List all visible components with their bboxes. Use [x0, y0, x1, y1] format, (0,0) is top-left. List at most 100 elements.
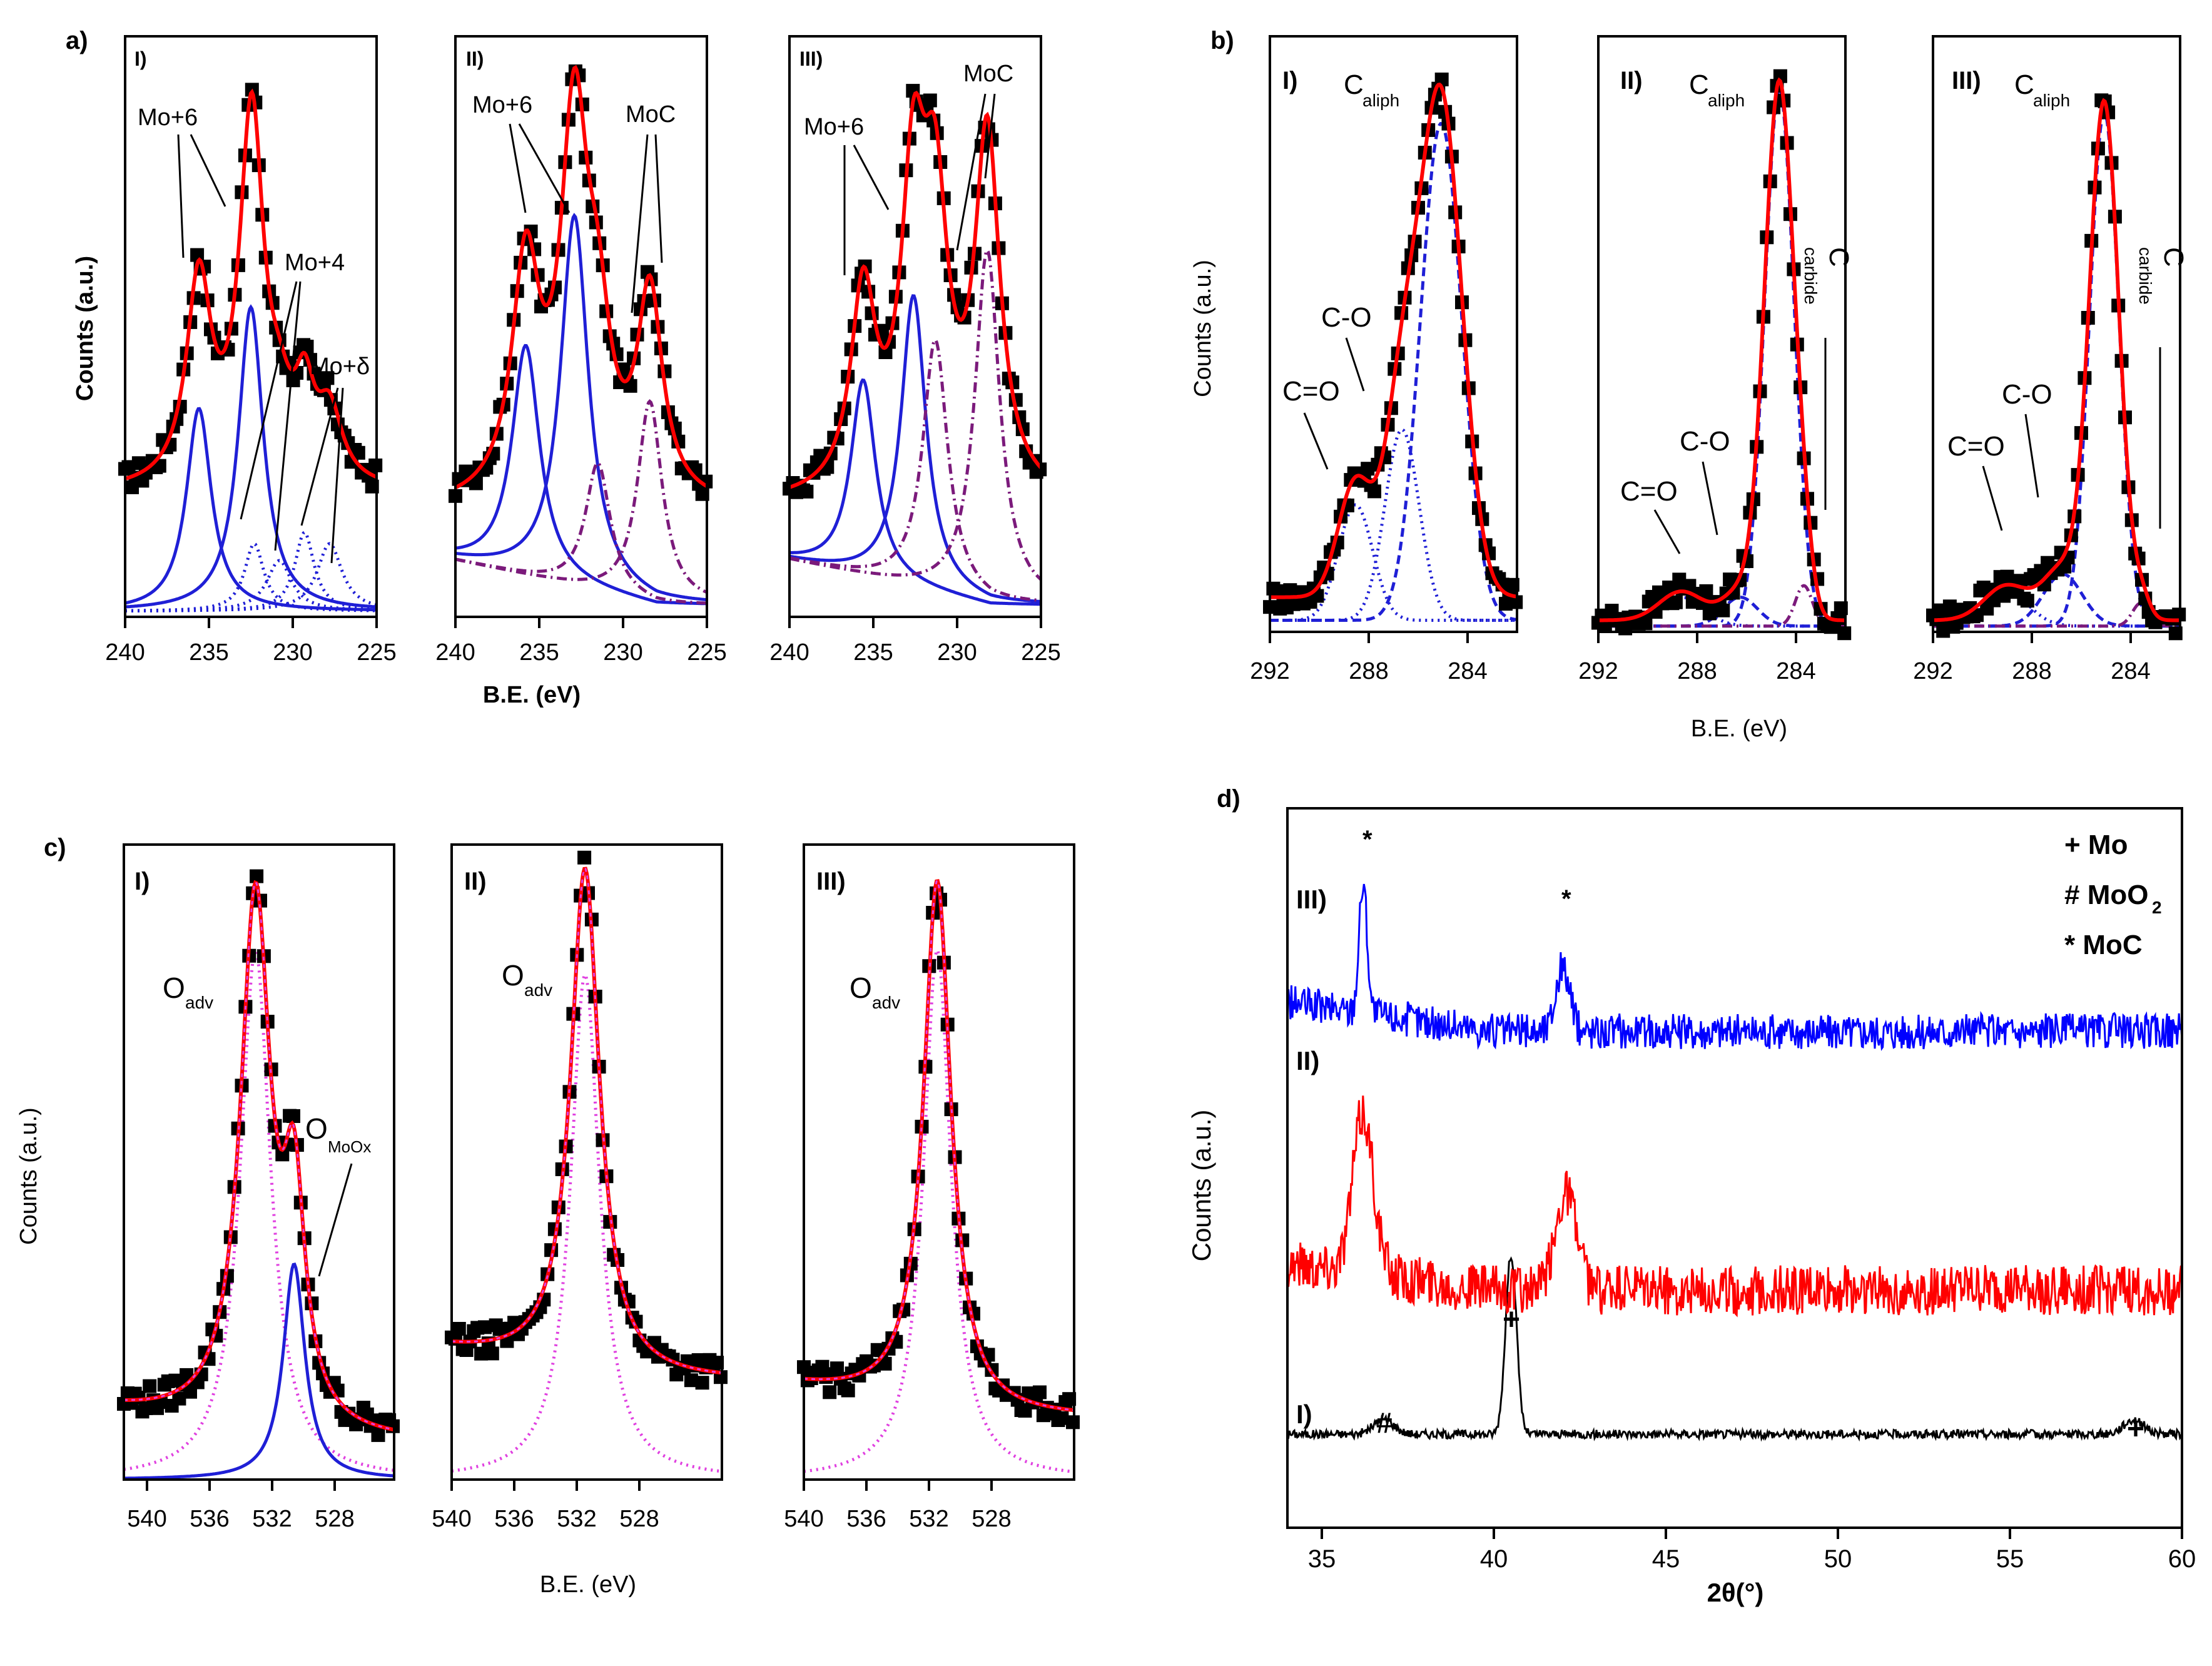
trace-label-iii: III)	[1296, 885, 1327, 914]
annotation-o: O	[163, 972, 185, 1004]
panel-d-xlabel: 2θ(°)	[1707, 1578, 1764, 1607]
tick-label: 292	[1578, 658, 1618, 684]
tick-label: 284	[1448, 658, 1487, 684]
tick-label: 60	[2168, 1545, 2196, 1573]
data-point	[2020, 594, 2034, 608]
annotation-o-sub: adv	[872, 993, 900, 1012]
tick-label: 225	[357, 639, 396, 666]
panel-b: b) Counts (a.u.) B.E. (eV) 292 288 284 2…	[1190, 27, 2189, 742]
fit-envelope	[1598, 77, 1845, 622]
tick-label: 230	[273, 639, 312, 666]
tick-label: 540	[784, 1506, 823, 1532]
component-curve	[455, 399, 708, 594]
annotation-c: C	[2158, 247, 2189, 267]
subplot-roman-label: I)	[1282, 67, 1297, 94]
xrd-trace	[1287, 1256, 2183, 1442]
annotation-c-double-o: C=O	[1620, 476, 1678, 507]
data-point	[351, 445, 365, 460]
fit-envelope-overlay	[803, 880, 1075, 1411]
panel-b-subplot-1-frame	[1269, 35, 1518, 633]
panel-a-subplot-2-ticks: 240 235 230 225	[435, 617, 727, 666]
panel-b-letter: b)	[1210, 27, 1234, 54]
panel-c-subplot-2-frame	[450, 843, 723, 1481]
data-point	[1367, 484, 1381, 499]
component-curve	[451, 973, 723, 1473]
annotation-mo6: Mo+6	[138, 104, 198, 131]
fit-envelope	[1270, 83, 1518, 599]
tick-label: 225	[1021, 639, 1060, 666]
component-curve	[455, 461, 708, 605]
annotation-mo6: Mo+6	[804, 114, 864, 140]
panel-c-subplot-1-frame	[123, 843, 395, 1481]
tick-label: 528	[315, 1506, 354, 1532]
tick-label: 55	[1996, 1545, 2024, 1573]
annotation-c: C	[1824, 247, 1854, 267]
component-curve	[1598, 584, 1845, 628]
data-point	[172, 1391, 186, 1406]
trace-label-i: I)	[1296, 1399, 1312, 1429]
data-point	[320, 371, 335, 385]
annotation-c-sub: carbide	[1801, 247, 1820, 305]
component-curve	[125, 531, 377, 612]
annotation-c-o: C-O	[1680, 426, 1730, 457]
subplot-roman-label: II)	[464, 868, 487, 895]
panel-b-subplot-3-ticks: 292 288 284	[1913, 632, 2151, 684]
data-point	[524, 225, 538, 238]
tick-label: 284	[1776, 658, 1815, 684]
panel-c-subplot-2-ticks: 540 536 532 528	[432, 1480, 659, 1532]
tick-label: 540	[432, 1506, 471, 1532]
subplot-roman-label: II)	[1620, 67, 1643, 94]
annotation-c-o: C-O	[2002, 379, 2052, 410]
annotation-o-sub: MoOx	[328, 1137, 371, 1156]
data-point	[300, 340, 314, 353]
panel-c-subplot-3-ticks: 540 536 532 528	[784, 1480, 1012, 1532]
data-point	[1638, 616, 1653, 631]
panel-a-subplot-1-frame	[124, 35, 378, 618]
component-curve	[125, 542, 377, 612]
tick-label: 288	[1677, 658, 1717, 684]
xrd-trace	[1286, 1095, 2183, 1318]
panel-c-1-arrow	[318, 1163, 353, 1277]
panel-a-3-arrows	[843, 93, 996, 275]
xrd-trace	[1286, 883, 2183, 1051]
annotation-c-sub: aliph	[1708, 91, 1745, 110]
panel-b-2-arrows	[1653, 338, 1827, 554]
panel-c-ylabel: Counts (a.u.)	[16, 1107, 42, 1245]
marker-moo2: #	[1376, 1406, 1393, 1439]
tick-label: 240	[105, 639, 145, 666]
data-point	[1726, 586, 1740, 600]
tick-label: 50	[1824, 1545, 1852, 1573]
fit-envelope	[1933, 98, 2180, 622]
panel-b-1-arrows	[1303, 337, 1365, 470]
tick-label: 35	[1308, 1545, 1336, 1573]
panel-c: c) Counts (a.u.) B.E. (eV) 540 536 532 5…	[16, 834, 1075, 1598]
subplot-roman-label: III)	[816, 868, 846, 895]
annotation-c: C	[1344, 69, 1364, 100]
trace-label-ii: II)	[1296, 1046, 1319, 1075]
data-point	[841, 1383, 855, 1398]
fit-envelope	[451, 866, 723, 1375]
panel-c-subplot-3-frame	[803, 843, 1075, 1481]
component-curve	[789, 338, 1042, 602]
fit-envelope	[124, 88, 378, 481]
tick-label: 235	[853, 639, 893, 666]
tick-label: 284	[2111, 658, 2150, 684]
annotation-o: O	[305, 1112, 328, 1145]
panel-a-2-arrows	[509, 123, 663, 313]
tick-label: 536	[190, 1506, 229, 1532]
panel-c-subplot-1-ticks: 540 536 532 528	[127, 1480, 355, 1532]
annotation-o-sub: adv	[524, 980, 552, 1000]
annotation-c: C	[2014, 69, 2034, 100]
tick-label: 230	[603, 639, 642, 666]
data-point	[1699, 584, 1713, 598]
data-point	[830, 1361, 844, 1376]
panel-a-ylabel: Counts (a.u.)	[72, 256, 98, 401]
tick-label: 288	[1349, 658, 1388, 684]
data-point	[250, 869, 264, 883]
annotation-mo4: Mo+4	[285, 250, 345, 276]
data-point	[823, 1385, 837, 1399]
annotation-o: O	[502, 959, 524, 992]
panel-b-subplot-1-ticks: 292 288 284	[1250, 632, 1488, 684]
annotation-o: O	[850, 972, 872, 1004]
marker-mo: +	[2127, 1413, 2144, 1446]
